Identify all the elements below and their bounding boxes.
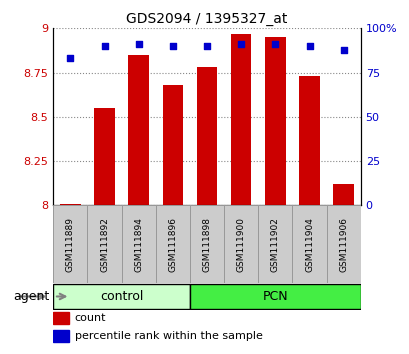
- Point: [101, 43, 108, 49]
- Text: GSM111892: GSM111892: [100, 217, 109, 272]
- Point: [203, 43, 210, 49]
- Bar: [230, 34, 251, 205]
- Bar: [196, 67, 217, 205]
- Text: GSM111898: GSM111898: [202, 217, 211, 272]
- Text: GSM111889: GSM111889: [66, 217, 75, 272]
- Text: percentile rank within the sample: percentile rank within the sample: [74, 331, 262, 341]
- Bar: [292, 205, 326, 283]
- Text: GSM111906: GSM111906: [338, 217, 347, 272]
- Text: GSM111900: GSM111900: [236, 217, 245, 272]
- Bar: [189, 205, 224, 283]
- Text: GSM111896: GSM111896: [168, 217, 177, 272]
- Text: GSM111904: GSM111904: [304, 217, 313, 272]
- Text: count: count: [74, 313, 106, 323]
- Text: agent: agent: [13, 290, 49, 303]
- Point: [67, 56, 74, 61]
- Bar: [333, 184, 353, 205]
- Point: [135, 41, 142, 47]
- Text: GSM111894: GSM111894: [134, 217, 143, 272]
- Bar: [53, 312, 69, 324]
- Bar: [155, 205, 189, 283]
- Bar: [53, 284, 189, 309]
- Title: GDS2094 / 1395327_at: GDS2094 / 1395327_at: [126, 12, 287, 26]
- Bar: [189, 284, 360, 309]
- Text: PCN: PCN: [262, 290, 288, 303]
- Bar: [128, 55, 148, 205]
- Bar: [326, 205, 360, 283]
- Point: [237, 41, 244, 47]
- Bar: [60, 204, 81, 205]
- Bar: [121, 205, 155, 283]
- Text: control: control: [100, 290, 143, 303]
- Bar: [94, 108, 115, 205]
- Point: [306, 43, 312, 49]
- Text: GSM111902: GSM111902: [270, 217, 279, 272]
- Bar: [53, 330, 69, 342]
- Point: [272, 41, 278, 47]
- Bar: [53, 205, 87, 283]
- Point: [169, 43, 176, 49]
- Bar: [258, 205, 292, 283]
- Point: [339, 47, 346, 52]
- Bar: [265, 37, 285, 205]
- Bar: [224, 205, 258, 283]
- Bar: [87, 205, 121, 283]
- Bar: [299, 76, 319, 205]
- Bar: [162, 85, 183, 205]
